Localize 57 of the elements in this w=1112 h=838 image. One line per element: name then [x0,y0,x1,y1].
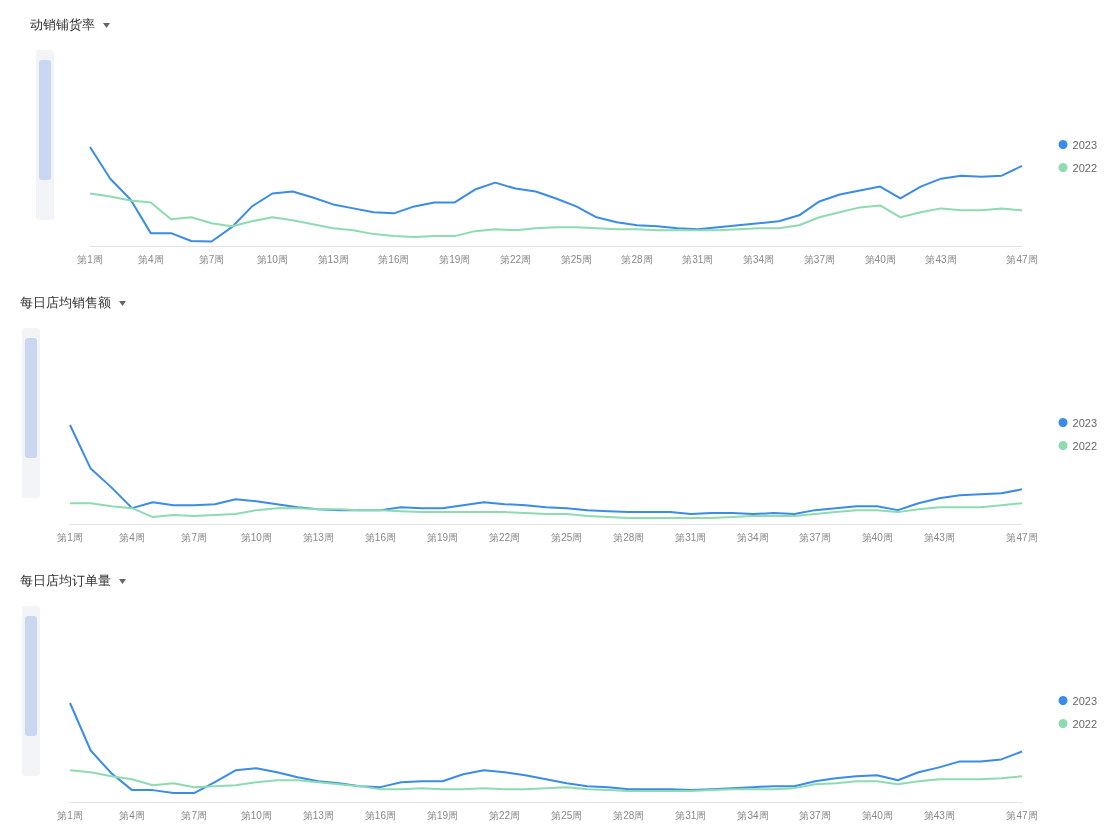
x-tick-label: 第43周 [923,531,955,543]
x-tick-label: 第25周 [560,253,592,265]
legend-label: 2023 [1072,416,1098,429]
x-tick-label: 第34周 [737,809,769,821]
x-tick-label: 第1周 [57,531,83,543]
x-tick-label: 第4周 [119,809,145,821]
x-tick-label: 第7周 [198,253,225,265]
x-tick-label: 第16周 [378,253,410,265]
x-tick-label: 第37周 [803,253,835,265]
x-tick-label: 第7周 [181,531,207,543]
x-tick-label: 第31周 [682,253,714,265]
x-tick-label: 第43周 [925,253,957,265]
x-tick-label: 第31周 [675,531,707,543]
x-tick-label: 第28周 [613,531,645,543]
x-tick-label: 第34周 [737,531,769,543]
legend-label: 2022 [1072,439,1098,452]
x-tick-label: 第10周 [240,531,272,543]
x-tick-label: 第1周 [77,253,103,265]
chart-title: 动销铺货率 [30,16,95,34]
legend-label: 2022 [1072,717,1098,730]
x-tick-label: 第47周 [1006,253,1038,265]
x-tick-label: 第22周 [489,531,521,543]
x-tick-label: 第25周 [551,809,583,821]
x-tick-label: 第19周 [439,253,471,265]
chart-title: 每日店均订单量 [20,572,111,590]
x-tick-label: 第1周 [57,809,83,821]
x-tick-label: 第13周 [317,253,349,265]
x-tick-label: 第28周 [621,253,653,265]
x-tick-label: 第7周 [181,809,207,821]
x-tick-label: 第10周 [256,253,288,265]
x-tick-label: 第13周 [302,809,334,821]
x-tick-label: 第31周 [675,809,707,821]
legend-label: 2023 [1072,138,1098,151]
x-tick-label: 第47周 [1006,531,1038,543]
x-tick-label: 第43周 [923,809,955,821]
x-tick-label: 第22周 [499,253,532,265]
x-tick-label: 第19周 [426,809,459,821]
x-tick-label: 第22周 [489,809,521,821]
legend-label: 2022 [1072,161,1098,174]
x-tick-label: 第37周 [799,809,831,821]
x-tick-label: 第10周 [240,809,272,821]
x-tick-label: 第4周 [119,531,145,543]
x-tick-label: 第19周 [426,531,459,543]
x-tick-label: 第25周 [551,531,583,543]
legend-label: 2023 [1072,694,1098,707]
x-tick-label: 第4周 [138,253,164,265]
x-tick-label: 第37周 [799,531,831,543]
x-tick-label: 第40周 [864,253,896,265]
chart-title: 每日店均销售额 [20,294,111,312]
x-tick-label: 第13周 [302,531,334,543]
x-tick-label: 第34周 [743,253,775,265]
x-tick-label: 第40周 [861,809,893,821]
x-tick-label: 第16周 [364,809,396,821]
x-tick-label: 第28周 [613,809,645,821]
x-tick-label: 第16周 [364,531,396,543]
x-tick-label: 第40周 [861,531,893,543]
x-tick-label: 第47周 [1006,809,1038,821]
